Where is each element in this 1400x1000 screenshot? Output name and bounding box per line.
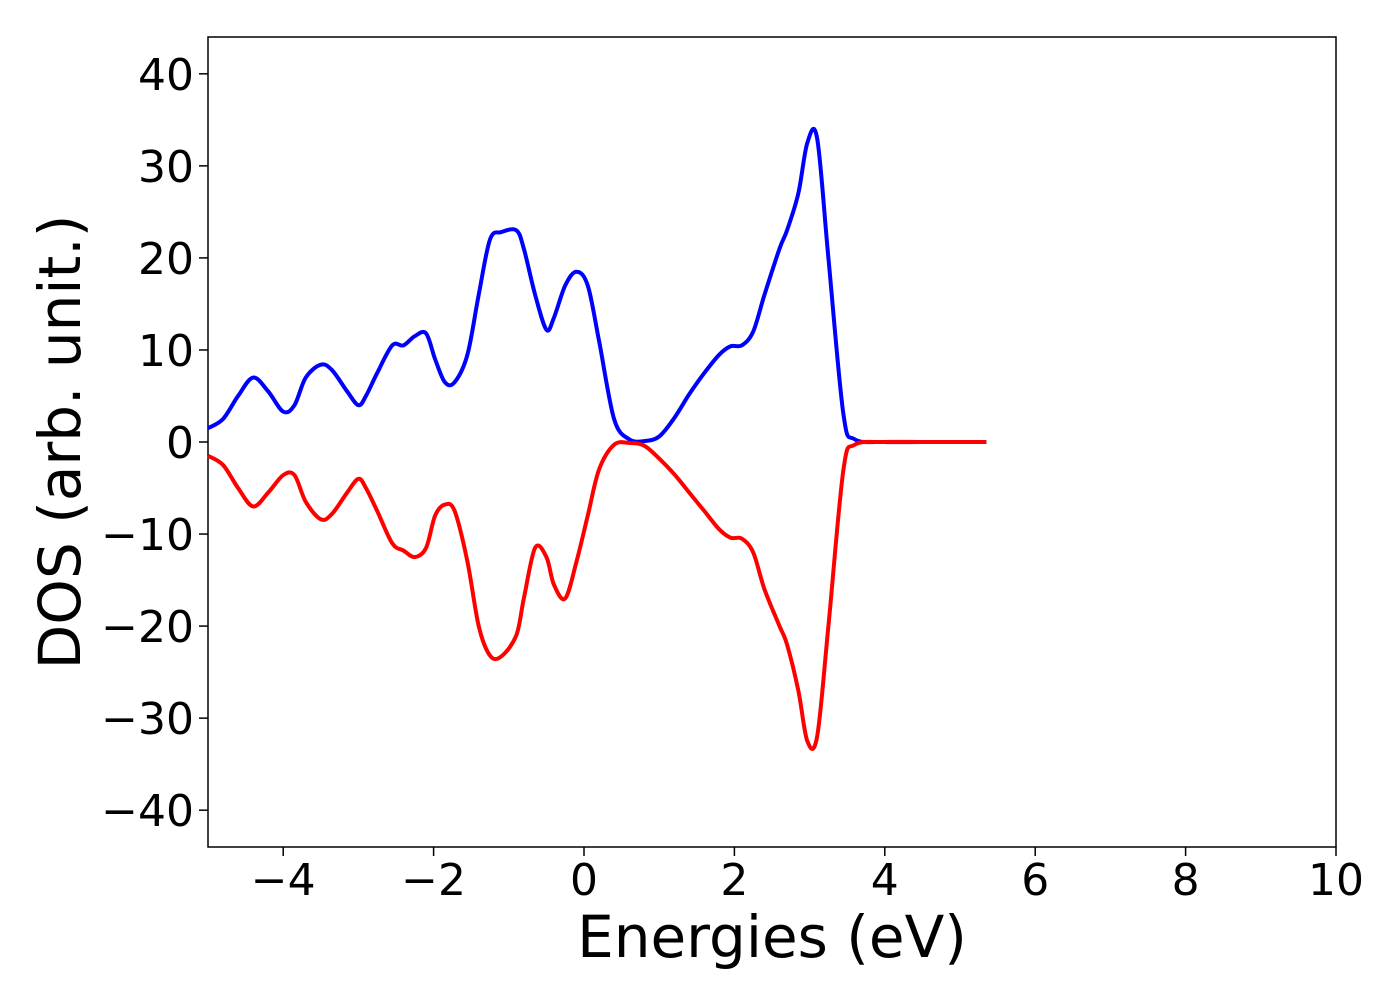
y-tick-label: −10: [101, 510, 194, 561]
plot-frame: [207, 36, 1337, 848]
x-tick-label: −2: [401, 855, 466, 906]
x-tick-label: 10: [1308, 855, 1364, 906]
x-axis-ticks: −4 −2 0 2 4 6 8 10: [251, 847, 1364, 906]
x-tick-label: 4: [871, 855, 899, 906]
series-line-spin-up: [206, 126, 987, 445]
y-tick-label: 10: [138, 326, 194, 377]
x-tick-label: 6: [1021, 855, 1049, 906]
x-tick-label: 8: [1172, 855, 1200, 906]
x-tick-label: 2: [720, 855, 748, 906]
x-tick-label: −4: [251, 855, 316, 906]
x-tick-label: 0: [570, 855, 598, 906]
y-tick-label: 20: [138, 234, 194, 285]
y-tick-label: 0: [166, 418, 194, 469]
y-tick-label: −20: [101, 602, 194, 653]
series-layer: [206, 126, 987, 751]
y-tick-label: 40: [138, 50, 194, 101]
y-tick-label: 30: [138, 142, 194, 193]
y-tick-label: −40: [101, 786, 194, 837]
y-tick-label: −30: [101, 694, 194, 745]
y-axis-ticks: −40 −30 −20 −10 0 10 20 30 40: [101, 50, 208, 837]
x-axis-label: Energies (eV): [577, 903, 967, 971]
series-line-spin-down: [206, 439, 987, 751]
y-axis-label: DOS (arb. unit.): [26, 215, 94, 670]
